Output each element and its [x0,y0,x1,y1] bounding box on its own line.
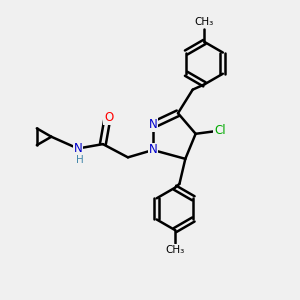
Text: O: O [104,111,113,124]
Text: N: N [148,143,157,157]
Text: N: N [148,118,157,131]
Text: N: N [74,142,82,155]
Text: CH₃: CH₃ [195,17,214,27]
Text: Cl: Cl [214,124,226,137]
Text: CH₃: CH₃ [165,245,185,255]
Text: H: H [76,155,84,165]
